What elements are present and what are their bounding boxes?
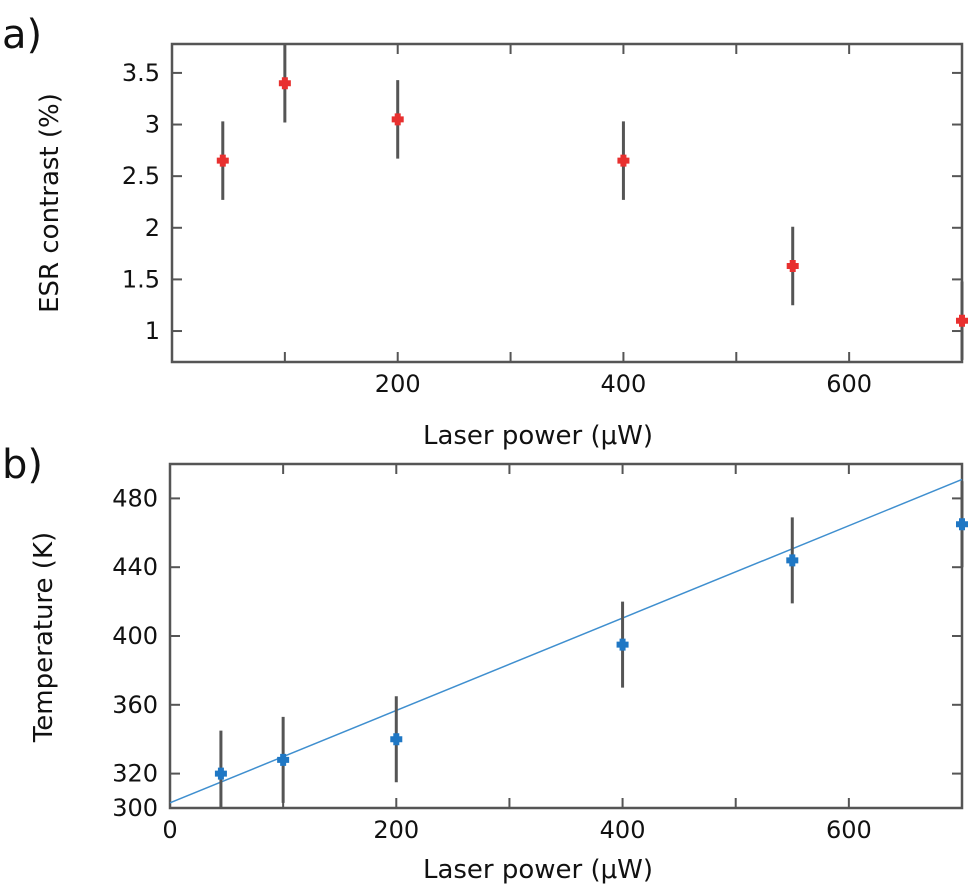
y-tick-label-b: 320 xyxy=(112,760,158,788)
data-point xyxy=(390,733,403,746)
panel-a: a) 200 400 600 1 1.5 2 2.5 3 3.5 Laser power (μW… xyxy=(2,12,968,451)
data-point xyxy=(956,314,968,327)
panel-b-error-bars xyxy=(219,481,964,808)
data-point xyxy=(617,154,630,167)
panel-a-error-bars xyxy=(221,44,964,360)
y-tick-label-b: 440 xyxy=(112,553,158,581)
x-tick-label-a: 200 xyxy=(375,370,421,398)
panel-a-ticks: 200 400 600 1 1.5 2 2.5 3 3.5 xyxy=(122,44,963,398)
data-point xyxy=(278,77,291,90)
x-tick-label-a: 600 xyxy=(826,370,872,398)
y-tick-label-a: 1 xyxy=(145,317,160,345)
x-tick-label-b: 400 xyxy=(600,816,646,844)
data-point xyxy=(786,259,799,272)
x-tick-label-b: 0 xyxy=(162,816,177,844)
y-tick-label-a: 2 xyxy=(145,214,160,242)
panel-b-fit xyxy=(169,478,963,804)
y-tick-label-b: 360 xyxy=(112,691,158,719)
x-tick-label-a: 400 xyxy=(601,370,647,398)
data-point xyxy=(214,767,227,780)
fit-line xyxy=(169,478,963,804)
data-point xyxy=(216,154,229,167)
data-point xyxy=(391,113,404,126)
data-point xyxy=(277,753,290,766)
panel-a-ylabel: ESR contrast (%) xyxy=(35,93,65,313)
y-tick-label-a: 2.5 xyxy=(122,162,160,190)
panel-b-ylabel: Temperature (K) xyxy=(29,532,59,743)
y-tick-label-b: 480 xyxy=(112,484,158,512)
x-tick-label-b: 200 xyxy=(373,816,419,844)
data-point xyxy=(956,518,968,531)
y-tick-label-b: 400 xyxy=(112,622,158,650)
y-tick-label-a: 1.5 xyxy=(122,265,160,293)
panel-b: b) 0 200 400 600 300 320 360 400 440 480 Laser po… xyxy=(2,442,968,885)
panel-b-ticks: 0 200 400 600 300 320 360 400 440 480 xyxy=(112,464,963,844)
panel-a-frame xyxy=(170,42,964,364)
panel-a-points xyxy=(216,77,968,327)
panel-b-points xyxy=(214,518,968,780)
panel-b-frame xyxy=(168,462,964,810)
y-tick-label-a: 3 xyxy=(145,111,160,139)
panel-a-label: a) xyxy=(2,12,42,58)
y-tick-label-b: 300 xyxy=(112,794,158,822)
data-point xyxy=(616,638,629,651)
data-point xyxy=(786,554,799,567)
y-tick-label-a: 3.5 xyxy=(122,59,160,87)
x-tick-label-b: 600 xyxy=(826,816,872,844)
panel-b-xlabel: Laser power (μW) xyxy=(423,855,653,885)
panel-b-label: b) xyxy=(2,442,43,488)
panel-a-xlabel: Laser power (μW) xyxy=(423,421,653,451)
